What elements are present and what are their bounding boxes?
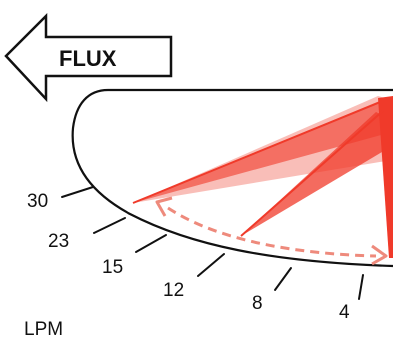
tick-4 bbox=[358, 274, 364, 300]
scale-label-15: 15 bbox=[102, 257, 123, 278]
beam-mid bbox=[241, 112, 392, 236]
arrowhead-right-icon bbox=[371, 244, 388, 266]
tick-marks bbox=[61, 186, 364, 300]
scale-label-8: 8 bbox=[252, 293, 263, 314]
scale-label-30: 30 bbox=[27, 191, 48, 212]
flux-arrow: FLUX bbox=[4, 12, 173, 103]
tick-12 bbox=[197, 253, 225, 277]
dashed-arc bbox=[167, 206, 377, 258]
scale-label-12: 12 bbox=[163, 280, 184, 301]
tick-8 bbox=[274, 267, 292, 291]
scale-labels: 30 23 15 12 8 4 bbox=[27, 191, 350, 323]
tick-15 bbox=[135, 234, 167, 253]
tick-30 bbox=[61, 186, 94, 198]
tick-23 bbox=[93, 217, 126, 234]
scale-label-23: 23 bbox=[48, 231, 69, 252]
dashed-arc-group bbox=[155, 196, 388, 266]
beam-ray-lower bbox=[240, 109, 385, 237]
scale-label-4: 4 bbox=[339, 302, 350, 323]
beam-ray-upper bbox=[132, 97, 391, 204]
arrowhead-left-icon bbox=[155, 196, 173, 217]
beam-group bbox=[132, 96, 393, 258]
unit-label: LPM bbox=[24, 319, 63, 340]
beam-core bbox=[378, 96, 393, 258]
vessel-outline bbox=[71, 88, 393, 268]
flux-arrow-icon bbox=[4, 12, 173, 103]
flux-label: FLUX bbox=[59, 46, 117, 71]
